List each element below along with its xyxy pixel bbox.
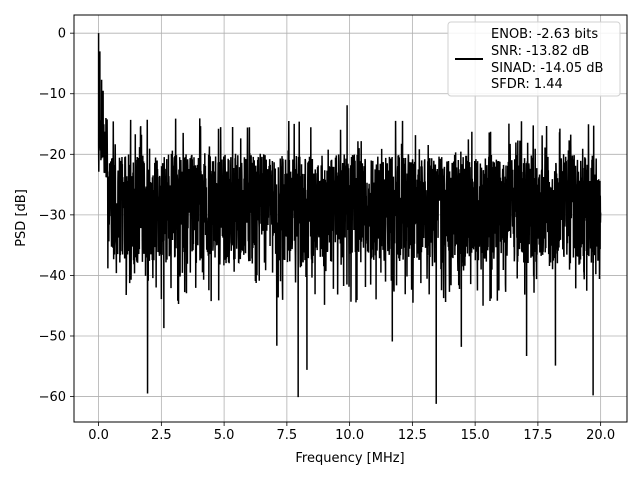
legend-text-sinad: SINAD: -14.05 dB: [491, 61, 603, 76]
psd-trace: [97, 33, 602, 404]
legend-text-snr: SNR: -13.82 dB: [491, 44, 589, 59]
x-tick-label: 5.0: [214, 428, 235, 443]
x-tick-label: 10.0: [335, 428, 364, 443]
y-tick-label: −60: [39, 390, 66, 405]
y-tick-label: −10: [39, 87, 66, 102]
y-axis-ticks: 0 −10 −20 −30 −40 −50 −60: [39, 27, 74, 405]
x-tick-label: 2.5: [151, 428, 172, 443]
plot-frame: [73, 14, 628, 423]
x-axis-label: Frequency [MHz]: [295, 451, 404, 466]
x-axis-ticks: 0.0 2.5 5.0 7.5 10.0 12.5 15.0 17.5 20.0: [88, 422, 615, 443]
y-tick-label: 0: [58, 27, 66, 42]
x-tick-label: 7.5: [277, 428, 298, 443]
legend-text-sfdr: SFDR: 1.44: [491, 77, 563, 92]
x-tick-label: 15.0: [461, 428, 490, 443]
legend-text-enob: ENOB: -2.63 bits: [491, 27, 598, 42]
x-tick-label: 12.5: [398, 428, 427, 443]
legend-box: [447, 21, 621, 97]
legend: ENOB: -2.63 bits SNR: -13.82 dB SINAD: -…: [447, 21, 621, 97]
y-tick-label: −30: [39, 208, 66, 223]
x-tick-label: 17.5: [523, 428, 552, 443]
y-tick-label: −40: [39, 269, 66, 284]
y-axis-label: PSD [dB]: [14, 189, 29, 247]
y-tick-label: −20: [39, 148, 66, 163]
y-tick-label: −50: [39, 329, 66, 344]
psd-series-line: [97, 33, 602, 404]
x-tick-label: 20.0: [586, 428, 615, 443]
x-tick-label: 0.0: [88, 428, 109, 443]
